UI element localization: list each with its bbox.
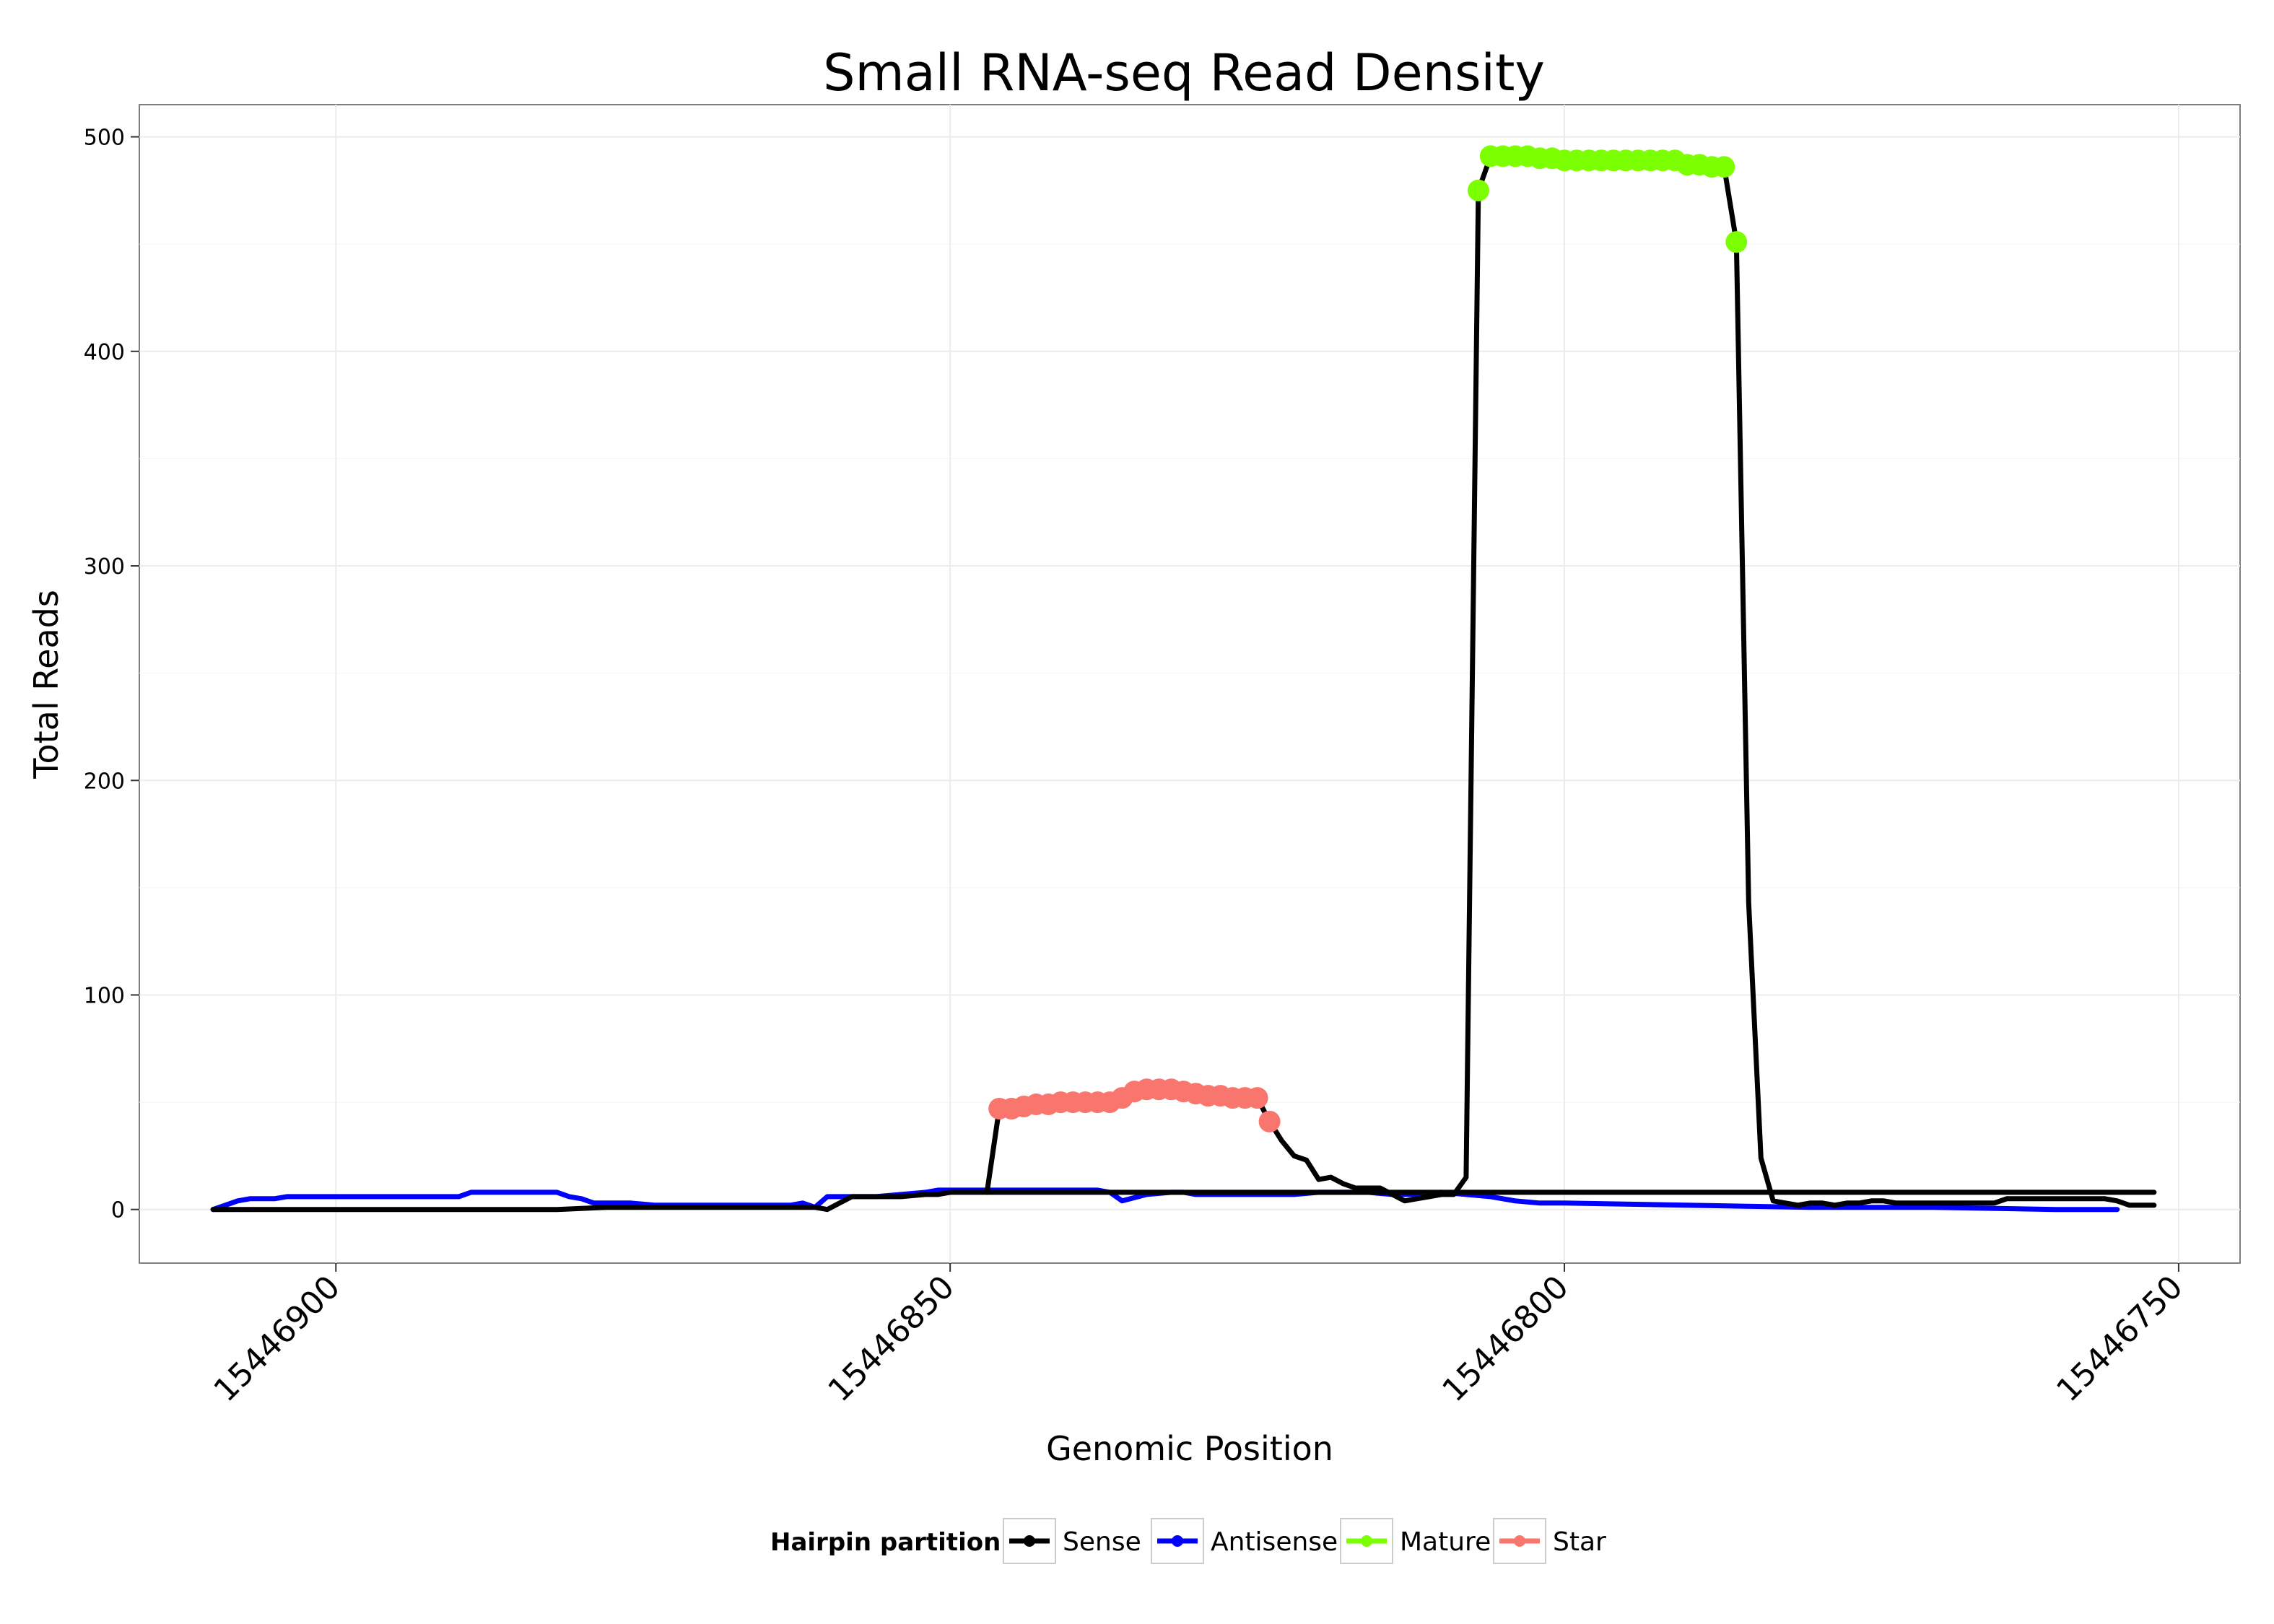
legend-mature-label: Mature [1400, 1527, 1491, 1557]
legend-antisense-dot [1172, 1535, 1183, 1547]
legend-sense-label: Sense [1063, 1527, 1141, 1557]
y-tick-label: 0 [111, 1198, 125, 1223]
x-tick-label: 15446900 [207, 1269, 347, 1409]
chart-title: Small RNA-seq Read Density [823, 43, 1545, 102]
y-tick-label: 300 [84, 554, 125, 580]
y-tick-label: 400 [84, 340, 125, 365]
legend: Hairpin partition Sense Antisense Mature St… [770, 1518, 1606, 1564]
data-point-mature [1725, 231, 1748, 253]
y-tick-label: 100 [84, 983, 125, 1008]
data-point-mature [1713, 156, 1735, 178]
legend-sense-dot [1024, 1535, 1035, 1547]
legend-star-dot [1514, 1535, 1525, 1547]
plot-background [139, 104, 2241, 1264]
y-axis: 0 100 200 300 400 500 [84, 126, 139, 1223]
legend-star-label: Star [1553, 1527, 1606, 1557]
legend-antisense-label: Antisense [1211, 1527, 1338, 1557]
data-point-star [1258, 1110, 1281, 1132]
legend-title: Hairpin partition [770, 1528, 1001, 1557]
y-tick-label: 200 [84, 769, 125, 794]
x-axis: 15446900 15446850 15446800 15446750 [207, 1263, 2190, 1409]
x-tick-label: 15446850 [822, 1269, 962, 1409]
y-axis-title: Total Reads [27, 590, 66, 780]
data-point-star [1246, 1087, 1268, 1109]
plot-panel [139, 104, 2241, 1264]
x-tick-label: 15446800 [1435, 1269, 1575, 1409]
legend-entries: Sense Antisense Mature Star [1003, 1518, 1606, 1564]
x-axis-title: Genomic Position [1046, 1429, 1333, 1468]
y-tick-label: 500 [84, 126, 125, 151]
series-line-sense [210, 1189, 2157, 1213]
x-tick-label: 15446750 [2049, 1269, 2190, 1409]
marker-layer [988, 145, 1748, 1132]
legend-mature-dot [1361, 1535, 1372, 1547]
data-point-mature [1467, 179, 1489, 201]
